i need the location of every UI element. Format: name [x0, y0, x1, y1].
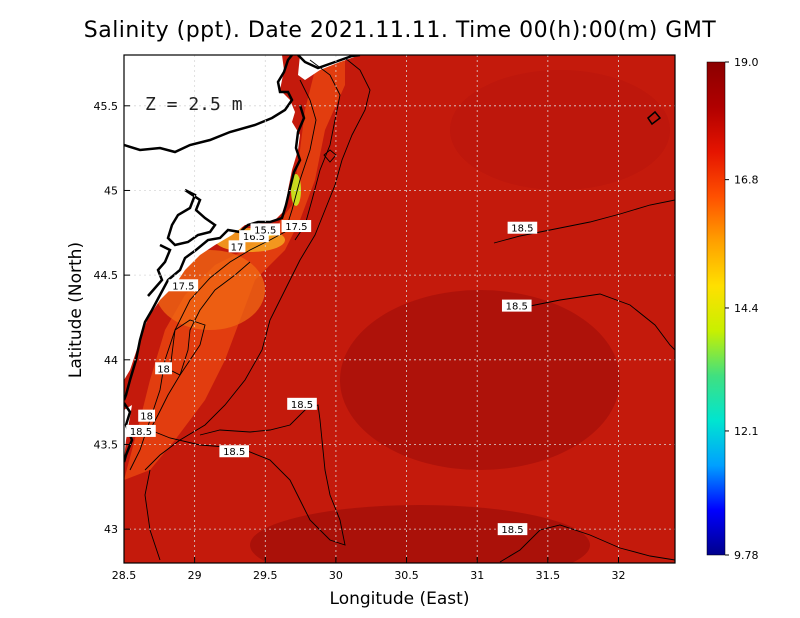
- coastline: [124, 55, 294, 154]
- y-tick-label: 45: [104, 184, 118, 197]
- contour-label-box: [228, 240, 246, 253]
- contour-label: 18: [155, 362, 172, 375]
- contour-label-text: 16.5: [243, 232, 265, 243]
- contour-label: 18.5: [219, 445, 249, 458]
- y-axis-ticks: 43 43.5 44 44.5 45 45.5: [94, 100, 130, 536]
- contour-label-text: 17: [231, 242, 244, 253]
- contour-labels: 17.5 16.515.5 17 17.5 18 18 18.5 18.5 18.5 18.5 18…: [126, 220, 538, 536]
- contour-label-box: [219, 445, 249, 458]
- contour-label-box: [126, 424, 156, 437]
- contour-label-box: [507, 221, 538, 234]
- contour-label: 17: [228, 240, 246, 253]
- contour-label-box: [501, 299, 532, 312]
- colorbar-tick-label: 9.78: [734, 549, 759, 562]
- contour-label-text: 18: [157, 364, 170, 375]
- contour-label-box: [281, 220, 312, 233]
- x-tick-label: 28.5: [112, 569, 137, 582]
- contour-label: 18.5: [501, 299, 532, 313]
- contour-line: [149, 404, 346, 546]
- coastline: [297, 55, 361, 70]
- contour-label: 17.5: [281, 220, 312, 233]
- contour-label: 15.5: [250, 223, 281, 236]
- contour-line: [499, 524, 675, 563]
- coastline: [147, 243, 172, 297]
- contour-line: [323, 149, 337, 163]
- contour-label-box: [168, 279, 199, 292]
- contour-line: [294, 59, 341, 241]
- colorbar: 19.0 16.8 14.4 12.1 9.78: [706, 56, 759, 562]
- colorbar-ticks: 19.0 16.8 14.4 12.1 9.78: [725, 56, 759, 562]
- x-tick-label: 31: [470, 569, 484, 582]
- y-tick-label: 44: [104, 354, 118, 367]
- plot-frame: [123, 54, 676, 564]
- sea-dark-patch: [340, 290, 620, 470]
- contour-label-text: 17.5: [172, 281, 194, 292]
- contour-label-box: [250, 223, 281, 236]
- contour-label-text: 18.5: [130, 427, 152, 438]
- contour-line: [144, 469, 161, 561]
- sea-dark-patch: [250, 505, 590, 563]
- contour-line: [129, 79, 317, 471]
- x-tick-label: 29.5: [253, 569, 278, 582]
- coastline: [124, 104, 306, 401]
- sea-dark-patch: [450, 70, 670, 190]
- contour-label: 18.5: [287, 397, 317, 411]
- colorbar-tick-label: 16.8: [734, 174, 759, 187]
- y-tick-label: 44.5: [94, 269, 119, 282]
- graticule: [124, 55, 675, 563]
- contour-line: [529, 293, 675, 351]
- contour-label-box: [287, 397, 317, 410]
- contour-label-box: [497, 523, 528, 536]
- contour-label-text: 18.5: [501, 525, 523, 536]
- colorbar-scale: [706, 61, 726, 556]
- contour-line: [493, 199, 675, 244]
- contour-label: 18.5: [497, 523, 528, 536]
- coastline: [166, 188, 217, 247]
- colorbar-tick-label: 14.4: [734, 302, 759, 315]
- map-title: Salinity (ppt). Date 2021.11.11. Time 00…: [83, 18, 717, 43]
- contour-label-text: 17.5: [285, 222, 307, 233]
- contour-label-text: 18: [140, 412, 153, 423]
- coastline: [647, 110, 662, 126]
- contour-label-text: 18.5: [506, 302, 528, 313]
- contour-label-text: 18.5: [291, 400, 313, 411]
- y-axis-label: Latitude (North): [66, 241, 86, 379]
- contour-label-box: [155, 362, 172, 375]
- colorbar-tick-label: 19.0: [734, 56, 759, 69]
- land: [124, 55, 300, 380]
- x-tick-label: 30.5: [394, 569, 419, 582]
- contour-label-text: 18.5: [223, 447, 245, 458]
- x-axis-label: Longitude (East): [329, 589, 470, 609]
- contour-line: [144, 57, 371, 471]
- land: [124, 405, 132, 460]
- land: [298, 55, 360, 80]
- plot-area: Z = 2.5 m 17.5 16.515.5 17 17.5 18 18 18.5 18.5…: [124, 55, 675, 563]
- depth-label: Z = 2.5 m: [145, 94, 243, 115]
- x-tick-label: 32: [611, 569, 625, 582]
- contour-label: 18.5: [507, 221, 538, 235]
- contour-label: 18.5: [126, 424, 156, 438]
- contour-label-text: 15.5: [254, 225, 276, 236]
- contour-label-text: 18.5: [511, 224, 533, 235]
- x-tick-label: 31.5: [536, 569, 561, 582]
- contour-label-box: [138, 409, 156, 422]
- x-axis-ticks: 28.5 29 29.5 30 30.5 31 31.5 32: [112, 557, 625, 582]
- y-tick-label: 43.5: [94, 438, 119, 451]
- x-tick-label: 29: [188, 569, 202, 582]
- contour-line: [149, 261, 251, 431]
- colorbar-tick-label: 12.1: [734, 425, 759, 438]
- y-tick-label: 45.5: [94, 100, 119, 113]
- y-tick-label: 43: [104, 523, 118, 536]
- low-salinity-core: [291, 174, 301, 206]
- contour-label: 17.5: [168, 279, 199, 292]
- x-tick-label: 30: [329, 569, 343, 582]
- contour-label: 18: [138, 409, 156, 423]
